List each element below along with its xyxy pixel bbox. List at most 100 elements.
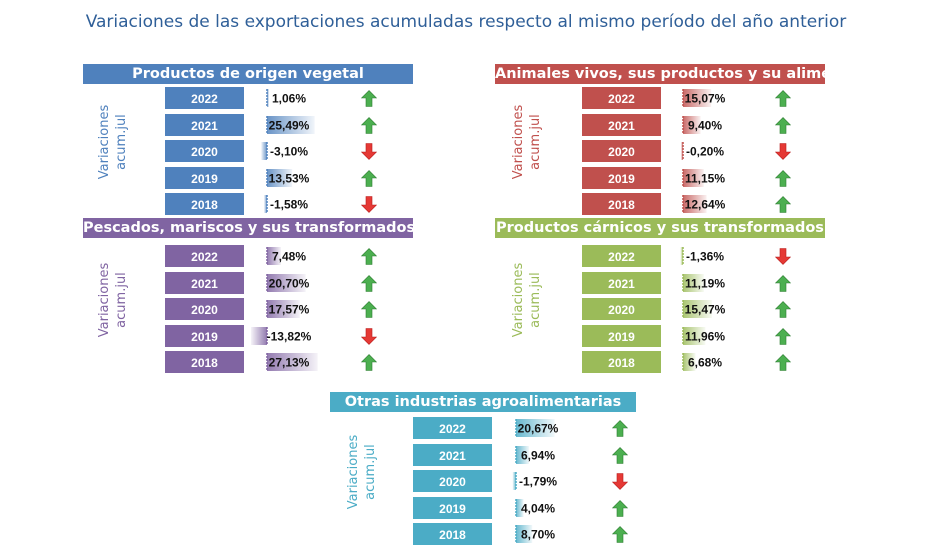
value-label: -1,58% xyxy=(270,198,308,212)
panel-pescados: Pescados, mariscos y sus transformados Va… xyxy=(83,218,413,377)
value-cell: -3,10% xyxy=(261,142,308,160)
value-cell: 7,48% xyxy=(266,247,306,265)
value-cell: 27,13% xyxy=(266,353,318,371)
table-row: 2022 7,48% xyxy=(83,244,413,270)
data-bar xyxy=(681,142,683,160)
table-row: 2019 13,53% xyxy=(83,165,413,192)
value-label: 6,68% xyxy=(688,356,722,370)
arrow-up-icon xyxy=(361,301,377,318)
year-cell: 2018 xyxy=(412,522,493,546)
value-cell: 6,94% xyxy=(515,445,555,464)
value-label: -3,10% xyxy=(270,145,308,159)
table-row: 2021 6,94% xyxy=(330,442,636,469)
value-cell: 4,04% xyxy=(515,498,555,517)
value-label: -0,20% xyxy=(686,145,724,159)
data-bar xyxy=(680,247,683,265)
value-cell: 6,68% xyxy=(682,353,722,371)
year-cell: 2019 xyxy=(581,323,662,348)
table-row: 2020 -3,10% xyxy=(83,139,413,165)
arrow-up-icon xyxy=(775,354,791,371)
panel-title: Otras industrias agroalimentarias xyxy=(330,392,636,412)
table-row: 2021 25,49% xyxy=(83,112,413,139)
year-cell: 2019 xyxy=(164,323,245,348)
value-label: 20,67% xyxy=(518,422,559,436)
year-cell: 2020 xyxy=(412,469,493,493)
value-label: 20,70% xyxy=(269,276,310,290)
year-cell: 2021 xyxy=(581,112,662,137)
arrow-up-icon xyxy=(612,499,628,517)
arrow-down-icon xyxy=(775,248,791,265)
table-row: 2020 -0,20% xyxy=(495,139,825,165)
value-label: 27,13% xyxy=(269,356,310,370)
arrow-up-icon xyxy=(775,301,791,318)
value-cell: 11,96% xyxy=(682,326,725,345)
year-cell: 2020 xyxy=(581,139,662,163)
data-bar xyxy=(251,326,267,345)
value-cell: 12,64% xyxy=(682,195,726,213)
value-cell: -13,82% xyxy=(251,326,312,345)
arrow-up-icon xyxy=(612,420,628,437)
table-row: 2021 9,40% xyxy=(495,112,825,139)
arrow-up-icon xyxy=(775,116,791,134)
value-label: 25,49% xyxy=(269,118,310,132)
value-cell: 15,07% xyxy=(682,89,726,107)
value-cell: 13,53% xyxy=(266,168,310,187)
table-row: 2021 11,19% xyxy=(495,270,825,297)
table-row: 2019 11,96% xyxy=(495,323,825,350)
table-row: 2018 -1,58% xyxy=(83,192,413,218)
value-cell: -1,36% xyxy=(680,247,724,265)
year-cell: 2020 xyxy=(581,297,662,321)
panel-title: Pescados, mariscos y sus transformados xyxy=(83,218,413,238)
table-row: 2018 27,13% xyxy=(83,350,413,376)
arrow-up-icon xyxy=(775,90,791,107)
value-label: 17,57% xyxy=(269,303,310,317)
year-cell: 2022 xyxy=(581,86,662,110)
value-cell: 20,67% xyxy=(515,419,559,437)
data-bar xyxy=(512,472,516,490)
value-label: 15,07% xyxy=(685,92,726,106)
value-cell: -0,20% xyxy=(681,142,724,160)
data-bar xyxy=(267,168,293,187)
panel-title: Animales vivos, sus productos y su alime… xyxy=(495,64,825,84)
arrow-up-icon xyxy=(612,526,628,543)
year-cell: 2019 xyxy=(412,495,493,520)
value-cell: 1,06% xyxy=(266,89,306,107)
panel-otras: Otras industrias agroalimentarias Variaci… xyxy=(330,392,636,549)
panel-vegetal: Productos de origen vegetal Variaciones ac… xyxy=(83,64,413,219)
data-bar xyxy=(683,195,707,213)
value-cell: 20,70% xyxy=(266,273,310,292)
data-bar xyxy=(267,300,300,318)
table-row: 2018 6,68% xyxy=(495,350,825,376)
data-bar xyxy=(683,353,696,371)
data-bar xyxy=(261,142,267,160)
arrow-up-icon xyxy=(775,327,791,345)
value-label: 11,15% xyxy=(685,171,725,185)
value-cell: -1,58% xyxy=(264,195,308,213)
table-row: 2018 8,70% xyxy=(330,522,636,548)
year-cell: 2020 xyxy=(164,297,245,321)
table-row: 2021 20,70% xyxy=(83,270,413,297)
page-title: Variaciones de las exportaciones acumula… xyxy=(85,12,847,32)
value-label: 11,96% xyxy=(685,329,725,343)
arrow-up-icon xyxy=(361,354,377,371)
arrow-down-icon xyxy=(361,196,377,213)
year-cell: 2018 xyxy=(164,192,245,216)
table-row: 2020 17,57% xyxy=(83,297,413,323)
table-row: 2018 12,64% xyxy=(495,192,825,218)
value-label: 15,47% xyxy=(685,303,726,317)
year-cell: 2019 xyxy=(581,165,662,190)
table-row: 2022 15,07% xyxy=(495,86,825,112)
table-row: 2022 -1,36% xyxy=(495,244,825,270)
value-label: 13,53% xyxy=(269,171,310,185)
arrow-up-icon xyxy=(361,274,377,292)
table-row: 2019 11,15% xyxy=(495,165,825,192)
value-label: 8,70% xyxy=(521,528,555,542)
arrow-up-icon xyxy=(361,169,377,187)
year-cell: 2018 xyxy=(164,350,245,374)
data-bar xyxy=(267,247,281,265)
value-cell: 15,47% xyxy=(682,300,726,318)
panel-carnicos: Productos cárnicos y sus transformados Va… xyxy=(495,218,825,377)
value-label: 1,06% xyxy=(272,92,306,106)
value-cell: 11,19% xyxy=(682,273,725,292)
arrow-down-icon xyxy=(612,473,628,490)
